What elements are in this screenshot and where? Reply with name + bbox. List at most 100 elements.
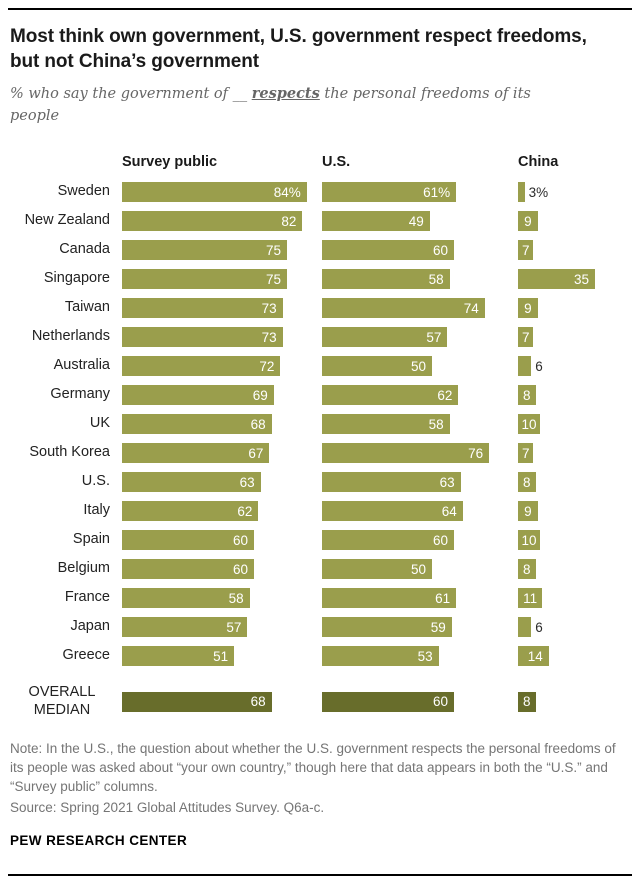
bar-value: 7 xyxy=(521,242,530,258)
column-header-us: U.S. xyxy=(322,153,351,170)
bar-cell-survey-public: 51 xyxy=(122,646,314,667)
country-label: Spain xyxy=(72,531,110,548)
bar-survey-public: 68 xyxy=(122,414,272,435)
bar-value: 75 xyxy=(265,242,281,258)
bar-value: 3% xyxy=(528,184,549,200)
column-header-china: China xyxy=(518,153,559,170)
table-row: Sweden 84% 61% 3% xyxy=(10,178,630,207)
bar-value: 60 xyxy=(232,561,248,577)
bar-value: 73 xyxy=(261,300,277,316)
bar-survey-public: 63 xyxy=(122,472,261,493)
bar-us: 74 xyxy=(322,298,485,319)
bar-us: 60 xyxy=(322,530,454,551)
bar-cell-survey-public: 62 xyxy=(122,501,314,522)
bar-us: 49 xyxy=(322,211,430,232)
bar-cell-china: 3% xyxy=(518,182,630,203)
bar-value: 7 xyxy=(521,329,530,345)
bar-value: 8 xyxy=(523,561,531,577)
bar-value: 63 xyxy=(239,474,255,490)
bar-cell-survey-public: 72 xyxy=(122,356,314,377)
bar-value: 82 xyxy=(281,213,297,229)
country-label: Singapore xyxy=(43,270,110,287)
bar-cell-survey-public: 75 xyxy=(122,240,314,261)
bar-value: 57 xyxy=(226,619,242,635)
median-gap xyxy=(10,671,630,681)
bar-cell-us: 60 xyxy=(322,691,510,712)
country-label: UK xyxy=(89,415,110,432)
bar-value: 11 xyxy=(523,590,538,606)
bar-china xyxy=(518,356,532,377)
bar-cell-china: 7 xyxy=(518,443,630,464)
bar-value: 50 xyxy=(410,358,426,374)
bar-value: 84% xyxy=(273,184,301,200)
bar-value: 61 xyxy=(435,590,451,606)
bar-cell-us: 49 xyxy=(322,211,510,232)
bar-cell-us: 50 xyxy=(322,559,510,580)
bar-cell-us: 59 xyxy=(322,617,510,638)
bar-cell-china: 9 xyxy=(518,501,630,522)
bar-survey-public: 67 xyxy=(122,443,270,464)
country-label: Sweden xyxy=(57,183,110,200)
bar-cell-us: 62 xyxy=(322,385,510,406)
bar-value: 63 xyxy=(439,474,455,490)
bar-china: 7 xyxy=(518,327,534,348)
bar-china: 11 xyxy=(518,588,543,609)
bar-value: 60 xyxy=(432,242,448,258)
country-label: Belgium xyxy=(57,560,110,577)
table-row: France 58 61 11 xyxy=(10,584,630,613)
table-row: South Korea 67 76 7 xyxy=(10,439,630,468)
bar-value: 64 xyxy=(441,503,457,519)
bar-value: 6 xyxy=(535,358,543,374)
page-content: Most think own government, U.S. governme… xyxy=(0,24,640,848)
bar-us: 61% xyxy=(322,182,457,203)
table-row: Germany 69 62 8 xyxy=(10,381,630,410)
table-row: Singapore 75 58 35 xyxy=(10,265,630,294)
bar-value: 8 xyxy=(523,694,531,710)
bar-value: 62 xyxy=(437,387,453,403)
bar-cell-survey-public: 75 xyxy=(122,269,314,290)
top-rule xyxy=(8,8,632,10)
country-label: South Korea xyxy=(29,444,110,461)
country-label: Netherlands xyxy=(31,328,110,345)
bar-cell-us: 74 xyxy=(322,298,510,319)
bar-cell-survey-public: 58 xyxy=(122,588,314,609)
bar-value: 9 xyxy=(524,503,532,519)
bar-us: 63 xyxy=(322,472,461,493)
bar-cell-us: 58 xyxy=(322,269,510,290)
column-headers: Survey public U.S. China xyxy=(10,154,630,170)
bar-cell-survey-public: 68 xyxy=(122,414,314,435)
table-row: Australia 72 50 6 xyxy=(10,352,630,381)
bar-value: 73 xyxy=(261,329,277,345)
bar-cell-us: 50 xyxy=(322,356,510,377)
bar-cell-china: 10 xyxy=(518,530,630,551)
bar-value: 53 xyxy=(417,648,433,664)
bar-value: 72 xyxy=(259,358,275,374)
bar-value: 9 xyxy=(524,300,532,316)
subtitle-emphasis: respects xyxy=(251,85,320,103)
bar-cell-china: 8 xyxy=(518,472,630,493)
bar-value: 51 xyxy=(213,648,229,664)
bar-us: 60 xyxy=(322,691,454,712)
bar-value: 61% xyxy=(423,184,451,200)
bar-value: 9 xyxy=(524,213,532,229)
bar-value: 10 xyxy=(521,532,537,548)
table-row: U.S. 63 63 8 xyxy=(10,468,630,497)
bar-cell-us: 60 xyxy=(322,240,510,261)
bar-survey-public: 72 xyxy=(122,356,281,377)
country-label: Taiwan xyxy=(64,299,110,316)
bar-us: 50 xyxy=(322,559,432,580)
bar-us: 58 xyxy=(322,269,450,290)
subtitle-suffix: the personal freedoms of its people xyxy=(10,86,531,124)
brand-footer: PEW RESEARCH CENTER xyxy=(10,833,188,849)
bar-cell-china: 6 xyxy=(518,617,630,638)
bar-value: 62 xyxy=(237,503,253,519)
bar-china: 8 xyxy=(518,385,536,406)
bar-us: 62 xyxy=(322,385,459,406)
bar-survey-public: 58 xyxy=(122,588,250,609)
country-label: Greece xyxy=(62,647,110,664)
bar-china: 10 xyxy=(518,530,540,551)
bar-value: 35 xyxy=(573,271,589,287)
median-label: OVERALL MEDIAN xyxy=(28,684,96,718)
bar-us: 76 xyxy=(322,443,490,464)
bar-cell-china: 7 xyxy=(518,240,630,261)
